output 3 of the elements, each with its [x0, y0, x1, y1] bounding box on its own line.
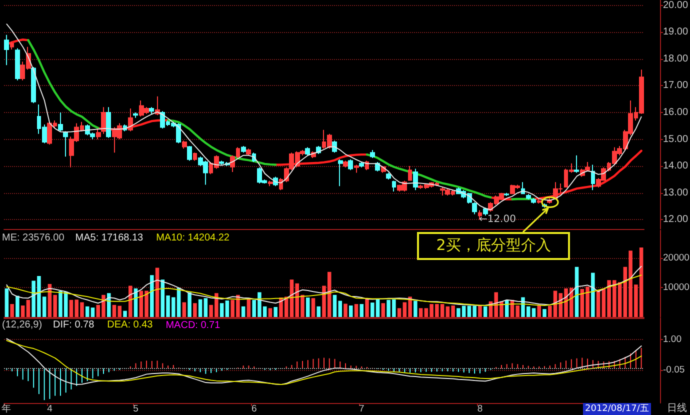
chart-title: (12,26,9) [2, 320, 42, 330]
chart-title: ME: 23576.00 [2, 232, 65, 244]
x-tick-label: 年 [2, 402, 12, 414]
